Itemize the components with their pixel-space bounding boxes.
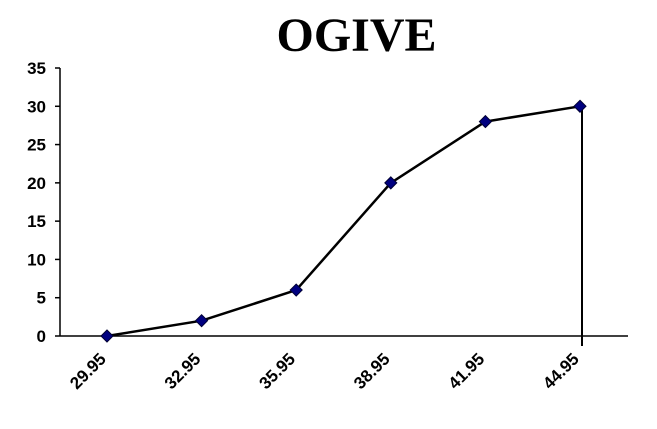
y-tick-label: 35 xyxy=(27,59,46,78)
chart-axes xyxy=(59,68,628,337)
y-tick-label: 20 xyxy=(27,174,46,193)
y-tick-label: 0 xyxy=(37,327,46,346)
chart-markers xyxy=(100,99,587,343)
x-tick-label: 29.95 xyxy=(66,349,110,393)
y-tick-label: 25 xyxy=(27,136,46,155)
data-point-marker xyxy=(478,114,493,129)
ogive-line xyxy=(106,105,581,338)
x-tick-label: 38.95 xyxy=(350,349,394,393)
x-tick-label: 35.95 xyxy=(256,349,300,393)
x-axis-ticks: 29.95 32.95 35.95 38.95 41.95 44.95 xyxy=(66,349,583,393)
y-tick-label: 15 xyxy=(27,212,46,231)
x-tick-label: 32.95 xyxy=(161,349,205,393)
data-point-marker xyxy=(573,99,587,113)
x-tick-label: 41.95 xyxy=(445,349,489,393)
y-tick-label: 30 xyxy=(27,97,46,116)
data-point-marker xyxy=(100,329,114,343)
y-axis-ticks: 0 5 10 15 20 25 30 35 xyxy=(27,59,60,346)
chart-title: OGIVE xyxy=(276,9,437,62)
y-tick-label: 10 xyxy=(27,250,46,269)
data-point-marker xyxy=(289,283,303,297)
data-point-marker xyxy=(384,176,398,190)
chart-series xyxy=(106,105,583,346)
y-tick-label: 5 xyxy=(37,289,46,308)
data-point-marker xyxy=(194,313,209,328)
x-tick-label: 44.95 xyxy=(539,349,583,393)
